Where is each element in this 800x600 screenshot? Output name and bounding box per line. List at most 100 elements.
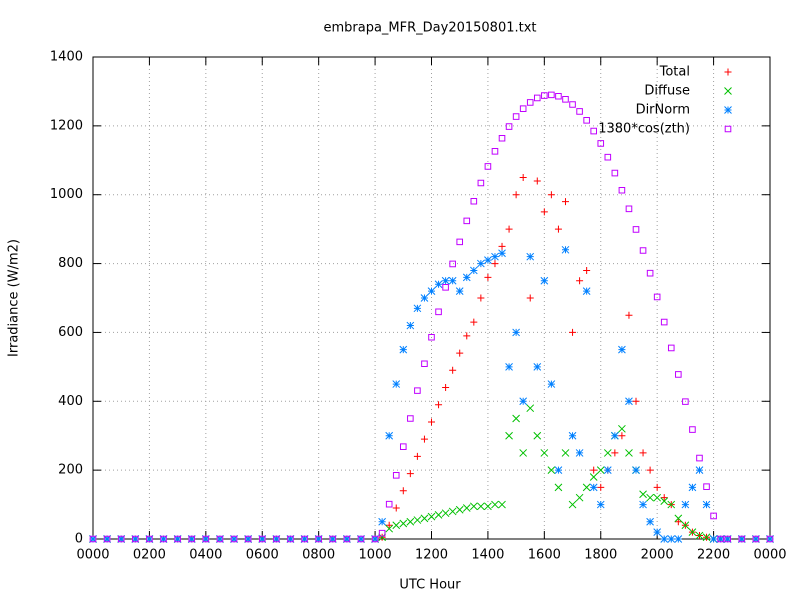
point	[371, 535, 379, 543]
point	[392, 472, 400, 479]
point	[343, 535, 351, 543]
point	[738, 535, 746, 543]
point	[625, 449, 633, 457]
point	[300, 535, 309, 543]
point	[258, 535, 267, 543]
point	[646, 269, 654, 277]
point	[498, 134, 506, 142]
point	[639, 490, 647, 499]
point	[653, 293, 661, 301]
point	[717, 535, 724, 543]
point	[639, 247, 647, 254]
point	[639, 449, 647, 457]
legend-label: Total	[659, 65, 690, 80]
point	[505, 123, 513, 130]
point	[667, 344, 675, 352]
point	[258, 535, 266, 543]
point	[590, 466, 598, 474]
x-tick-label: 0800	[302, 548, 335, 563]
point	[413, 304, 422, 313]
point	[462, 504, 471, 512]
point	[589, 483, 598, 492]
legend-symbol	[724, 68, 732, 76]
point	[569, 101, 576, 108]
point	[463, 332, 471, 340]
series	[89, 245, 774, 543]
point	[632, 466, 640, 474]
point	[695, 466, 704, 474]
point	[653, 493, 662, 502]
point	[505, 363, 513, 371]
point	[604, 153, 612, 161]
x-tick-label: 1400	[471, 548, 504, 563]
point	[561, 449, 570, 457]
point	[618, 186, 626, 194]
point	[301, 535, 308, 543]
point	[407, 415, 414, 422]
point	[625, 205, 633, 213]
legend-label: DirNorm	[636, 103, 690, 118]
point	[230, 535, 238, 543]
point	[399, 345, 408, 354]
point	[455, 505, 464, 514]
point	[519, 449, 528, 457]
point	[526, 252, 535, 261]
point	[491, 252, 499, 261]
point	[187, 535, 196, 543]
legend-label: 1380*cos(zth)	[598, 122, 690, 137]
point	[378, 517, 386, 526]
point	[590, 127, 597, 135]
point	[498, 500, 506, 509]
point	[505, 431, 513, 440]
point	[201, 535, 210, 543]
point	[477, 294, 485, 302]
point	[315, 535, 322, 543]
x-tick-label: 0600	[246, 548, 279, 563]
point	[688, 483, 697, 492]
point	[660, 497, 669, 505]
point	[554, 483, 563, 492]
point	[561, 198, 569, 206]
point	[421, 360, 428, 368]
point	[512, 191, 520, 199]
point	[378, 529, 386, 537]
point	[681, 521, 690, 530]
y-tick-label: 1400	[50, 50, 83, 65]
point	[541, 92, 548, 99]
point	[724, 535, 731, 543]
point	[216, 535, 224, 543]
point	[569, 328, 577, 336]
point	[406, 470, 414, 478]
legend-symbol	[724, 106, 732, 114]
point	[272, 535, 281, 543]
point	[357, 535, 365, 543]
point	[618, 424, 626, 433]
point	[540, 208, 548, 216]
legend-label: Diffuse	[644, 84, 690, 99]
x-tick-label: 1000	[359, 548, 392, 563]
point	[752, 535, 760, 543]
point	[329, 535, 337, 543]
point	[202, 535, 210, 543]
point	[660, 494, 668, 502]
point	[596, 500, 605, 509]
point	[554, 466, 563, 474]
point	[484, 502, 492, 511]
point	[519, 174, 527, 181]
x-axis-label: UTC Hour	[399, 578, 461, 593]
point	[547, 191, 555, 199]
point	[441, 276, 450, 285]
point	[420, 514, 429, 523]
point	[703, 483, 710, 490]
point	[477, 179, 485, 187]
point	[603, 466, 612, 474]
point	[174, 535, 181, 543]
point	[89, 535, 97, 543]
point	[230, 535, 238, 543]
point	[646, 517, 654, 526]
point	[667, 500, 676, 509]
point	[681, 500, 690, 509]
point	[575, 449, 584, 457]
point	[428, 418, 435, 426]
point	[449, 260, 456, 268]
